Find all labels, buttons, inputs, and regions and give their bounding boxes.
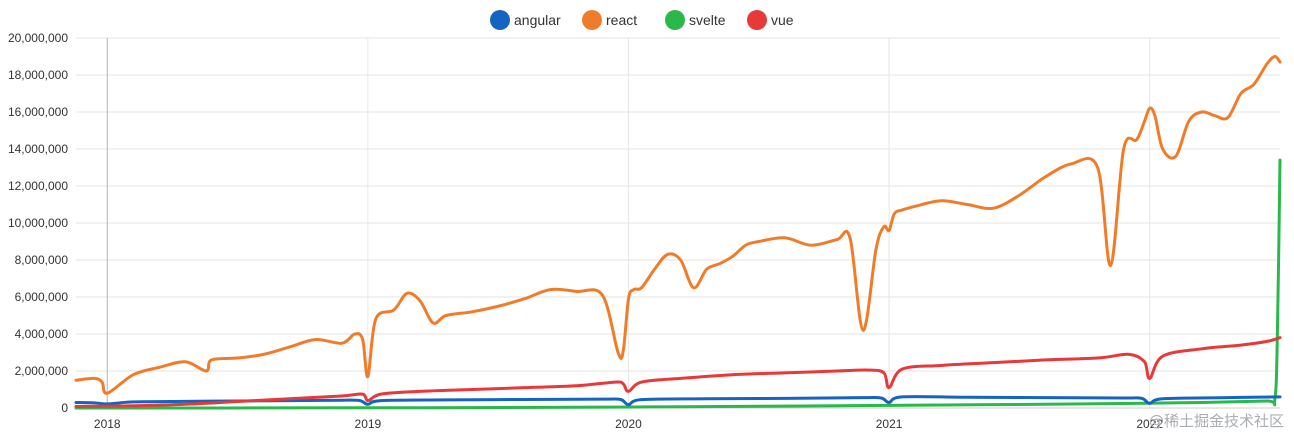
x-tick-label: 2020	[615, 417, 642, 431]
legend-item-svelte[interactable]: svelte	[665, 10, 726, 30]
y-tick-label: 0	[61, 401, 68, 415]
legend-label: angular	[514, 12, 561, 28]
legend-label: react	[606, 12, 637, 28]
y-tick-label: 14,000,000	[8, 142, 68, 156]
y-tick-label: 20,000,000	[8, 31, 68, 45]
vue-series-line	[74, 336, 1282, 409]
axes: 0 2,000,000 4,000,000 6,000,000 8,000,000 10,…	[8, 31, 1280, 431]
legend-swatch	[665, 10, 685, 30]
y-tick-label: 10,000,000	[8, 216, 68, 230]
legend: angular react svelte vue	[490, 10, 794, 30]
y-tick-label: 2,000,000	[15, 364, 69, 378]
series-lines	[74, 55, 1282, 410]
svelte-series-line	[74, 158, 1282, 410]
legend-item-angular[interactable]: angular	[490, 10, 561, 30]
react-series-line	[74, 55, 1282, 395]
legend-label: vue	[771, 12, 794, 28]
y-tick-label: 4,000,000	[15, 327, 69, 341]
y-tick-label: 8,000,000	[15, 253, 69, 267]
x-tick-label: 2018	[94, 417, 121, 431]
legend-label: svelte	[689, 12, 726, 28]
legend-swatch	[747, 10, 767, 30]
grid	[76, 37, 1280, 409]
y-tick-label: 6,000,000	[15, 290, 69, 304]
y-tick-label: 18,000,000	[8, 68, 68, 82]
legend-item-react[interactable]: react	[582, 10, 637, 30]
legend-swatch	[490, 10, 510, 30]
y-tick-label: 12,000,000	[8, 179, 68, 193]
x-tick-label: 2019	[355, 417, 382, 431]
x-tick-label: 2022	[1136, 417, 1163, 431]
legend-swatch	[582, 10, 602, 30]
watermark: @稀土掘金技术社区	[1149, 412, 1284, 430]
x-tick-label: 2021	[876, 417, 903, 431]
y-tick-label: 16,000,000	[8, 105, 68, 119]
legend-item-vue[interactable]: vue	[747, 10, 794, 30]
